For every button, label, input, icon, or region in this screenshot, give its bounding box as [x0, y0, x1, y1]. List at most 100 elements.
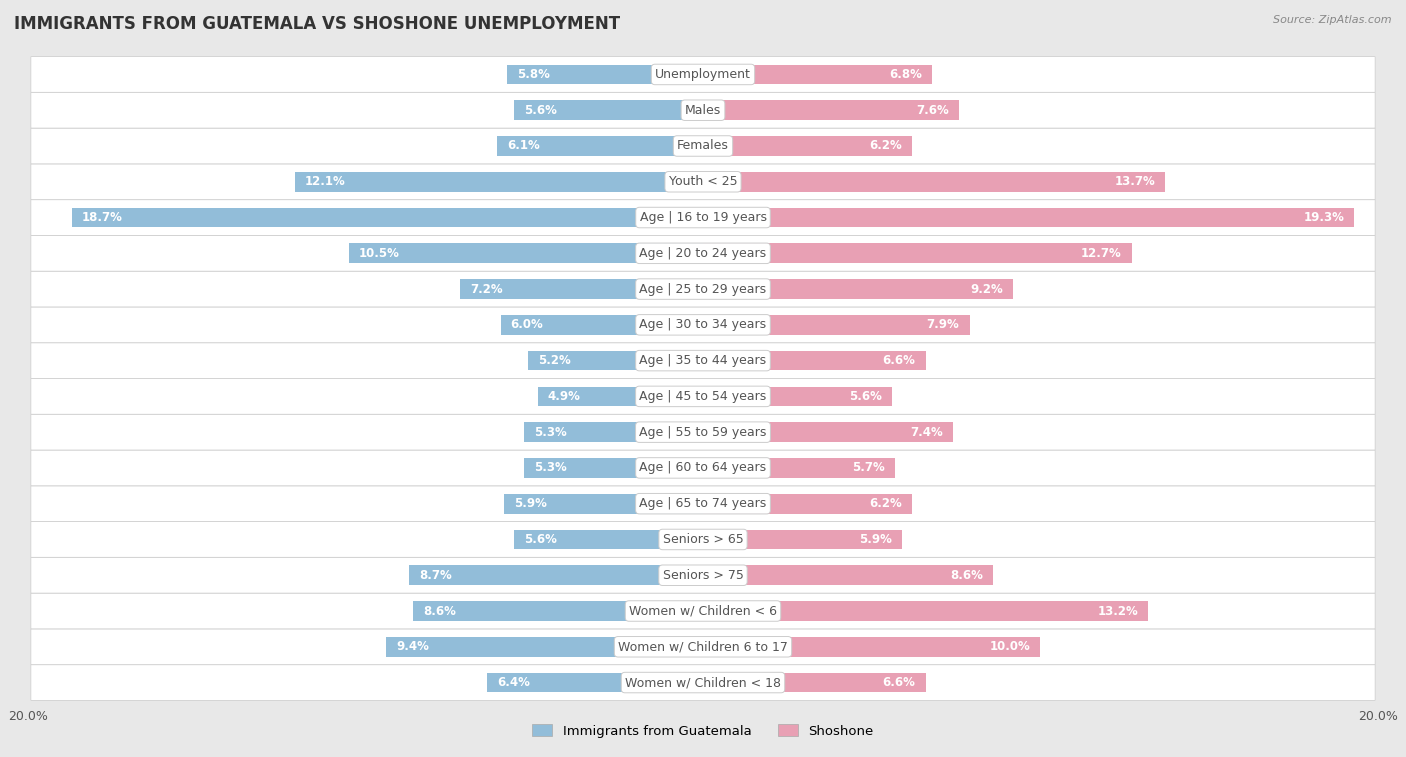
Text: 6.4%: 6.4% — [498, 676, 530, 689]
FancyBboxPatch shape — [31, 57, 1375, 92]
Text: 5.6%: 5.6% — [849, 390, 882, 403]
Text: 6.2%: 6.2% — [869, 139, 903, 152]
Bar — [515, 530, 703, 550]
Bar — [703, 422, 953, 442]
Bar — [703, 172, 1166, 192]
FancyBboxPatch shape — [31, 378, 1375, 414]
Bar — [503, 494, 703, 513]
Text: 7.6%: 7.6% — [917, 104, 949, 117]
Text: Age | 20 to 24 years: Age | 20 to 24 years — [640, 247, 766, 260]
Bar — [703, 601, 1149, 621]
FancyBboxPatch shape — [31, 164, 1375, 200]
Bar — [703, 673, 925, 693]
FancyBboxPatch shape — [31, 593, 1375, 629]
Legend: Immigrants from Guatemala, Shoshone: Immigrants from Guatemala, Shoshone — [527, 719, 879, 743]
FancyBboxPatch shape — [31, 522, 1375, 557]
Bar — [703, 458, 896, 478]
FancyBboxPatch shape — [31, 271, 1375, 307]
Text: Women w/ Children < 6: Women w/ Children < 6 — [628, 605, 778, 618]
Text: 6.6%: 6.6% — [883, 676, 915, 689]
Bar — [524, 458, 703, 478]
Text: 5.6%: 5.6% — [524, 104, 557, 117]
FancyBboxPatch shape — [31, 450, 1375, 486]
FancyBboxPatch shape — [31, 414, 1375, 450]
Bar — [703, 244, 1132, 263]
Bar — [703, 350, 925, 370]
FancyBboxPatch shape — [31, 665, 1375, 700]
Text: 5.3%: 5.3% — [534, 425, 567, 438]
Text: 7.2%: 7.2% — [470, 282, 503, 295]
Bar — [72, 207, 703, 227]
Text: Age | 60 to 64 years: Age | 60 to 64 years — [640, 462, 766, 475]
FancyBboxPatch shape — [31, 629, 1375, 665]
Bar — [703, 64, 932, 84]
Text: 6.6%: 6.6% — [883, 354, 915, 367]
Text: 19.3%: 19.3% — [1303, 211, 1344, 224]
Bar — [460, 279, 703, 299]
Text: 5.9%: 5.9% — [859, 533, 891, 546]
Text: 5.2%: 5.2% — [537, 354, 571, 367]
Text: Youth < 25: Youth < 25 — [669, 176, 737, 188]
Bar — [498, 136, 703, 156]
Text: 5.9%: 5.9% — [515, 497, 547, 510]
Bar — [703, 565, 993, 585]
Bar — [703, 279, 1014, 299]
Text: Age | 25 to 29 years: Age | 25 to 29 years — [640, 282, 766, 295]
FancyBboxPatch shape — [31, 92, 1375, 128]
Bar — [703, 101, 959, 120]
Bar — [703, 494, 912, 513]
FancyBboxPatch shape — [31, 128, 1375, 164]
Text: 5.8%: 5.8% — [517, 68, 550, 81]
Text: 6.8%: 6.8% — [890, 68, 922, 81]
Text: Source: ZipAtlas.com: Source: ZipAtlas.com — [1274, 15, 1392, 25]
Text: Age | 30 to 34 years: Age | 30 to 34 years — [640, 319, 766, 332]
Bar — [295, 172, 703, 192]
Bar — [349, 244, 703, 263]
Bar — [703, 315, 970, 335]
Bar — [703, 207, 1354, 227]
FancyBboxPatch shape — [31, 557, 1375, 593]
Bar — [413, 601, 703, 621]
Bar — [515, 101, 703, 120]
Text: 10.0%: 10.0% — [990, 640, 1031, 653]
Text: 10.5%: 10.5% — [359, 247, 399, 260]
Text: Age | 16 to 19 years: Age | 16 to 19 years — [640, 211, 766, 224]
Text: 7.9%: 7.9% — [927, 319, 959, 332]
Text: Women w/ Children 6 to 17: Women w/ Children 6 to 17 — [619, 640, 787, 653]
Text: 13.7%: 13.7% — [1115, 176, 1156, 188]
Text: 6.1%: 6.1% — [508, 139, 540, 152]
Text: 5.6%: 5.6% — [524, 533, 557, 546]
Bar — [508, 64, 703, 84]
Text: Seniors > 75: Seniors > 75 — [662, 569, 744, 581]
Text: Age | 55 to 59 years: Age | 55 to 59 years — [640, 425, 766, 438]
Bar — [524, 422, 703, 442]
Text: Age | 45 to 54 years: Age | 45 to 54 years — [640, 390, 766, 403]
Text: 5.3%: 5.3% — [534, 462, 567, 475]
Text: 18.7%: 18.7% — [82, 211, 122, 224]
Bar — [703, 136, 912, 156]
Text: Age | 65 to 74 years: Age | 65 to 74 years — [640, 497, 766, 510]
FancyBboxPatch shape — [31, 200, 1375, 235]
Bar — [409, 565, 703, 585]
Text: Males: Males — [685, 104, 721, 117]
Text: 12.7%: 12.7% — [1081, 247, 1122, 260]
Text: Females: Females — [678, 139, 728, 152]
Text: 7.4%: 7.4% — [910, 425, 942, 438]
Bar — [527, 350, 703, 370]
Text: Seniors > 65: Seniors > 65 — [662, 533, 744, 546]
FancyBboxPatch shape — [31, 235, 1375, 271]
Text: 6.2%: 6.2% — [869, 497, 903, 510]
Text: IMMIGRANTS FROM GUATEMALA VS SHOSHONE UNEMPLOYMENT: IMMIGRANTS FROM GUATEMALA VS SHOSHONE UN… — [14, 15, 620, 33]
Bar — [703, 530, 903, 550]
Text: 8.6%: 8.6% — [950, 569, 983, 581]
Text: 9.4%: 9.4% — [396, 640, 429, 653]
Text: 8.7%: 8.7% — [419, 569, 453, 581]
Bar — [703, 637, 1040, 656]
Text: 5.7%: 5.7% — [852, 462, 886, 475]
Text: 9.2%: 9.2% — [970, 282, 1004, 295]
Text: 13.2%: 13.2% — [1098, 605, 1139, 618]
FancyBboxPatch shape — [31, 486, 1375, 522]
Text: 8.6%: 8.6% — [423, 605, 456, 618]
Text: Women w/ Children < 18: Women w/ Children < 18 — [626, 676, 780, 689]
FancyBboxPatch shape — [31, 343, 1375, 378]
